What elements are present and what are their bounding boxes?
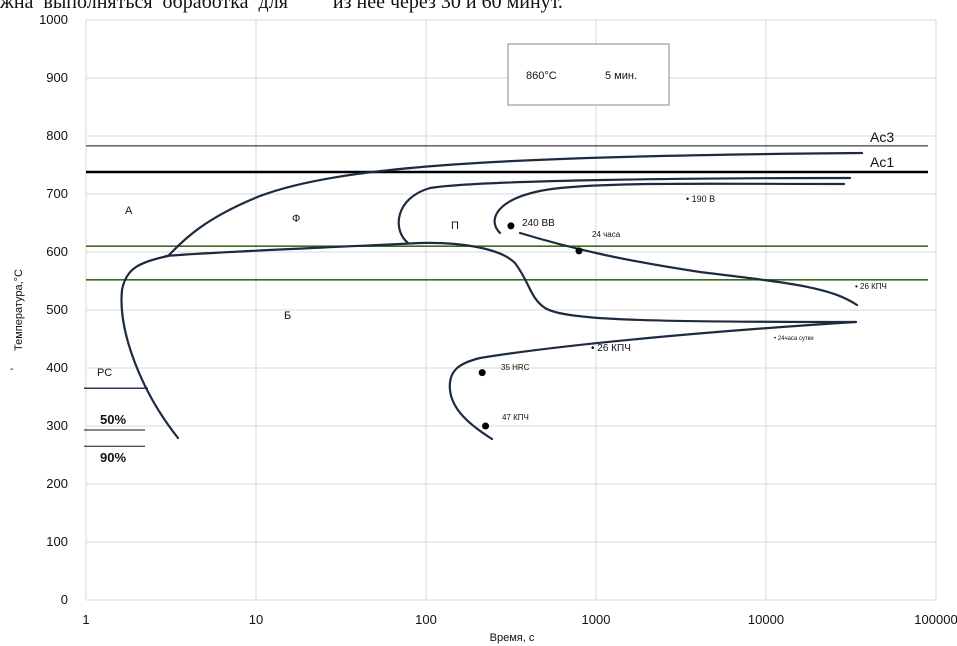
region-label: А [125,205,133,217]
x-tick-label: 100000 [914,612,957,627]
y-tick-label: 900 [46,70,68,85]
reference-lines [84,145,928,447]
y-axis-label: Температура,°С [13,269,25,351]
x-tick-label: 10 [249,612,263,627]
y-tick-label: 0 [61,592,68,607]
data-points [478,222,583,430]
x-tick-label: 1000 [582,612,611,627]
y-tick-label: 800 [46,128,68,143]
legend-time: 5 мин. [605,70,637,82]
axis-ticks: 0 100 200 300 400 500 600 700 800 900 1000 1 10 100 10… [39,12,957,627]
data-point-label: 24 часа [592,230,621,239]
x-axis-label: Время, с [490,632,535,644]
data-point [478,369,486,377]
pearlite-start-curve [397,176,852,245]
y-tick-label: 600 [46,244,68,259]
data-point [575,247,583,255]
data-point-label: 47 КПЧ [502,413,529,422]
ms-90-label: 90% [100,450,126,465]
bainite-start-curve [164,241,858,324]
y-tick-label: 1000 [39,12,68,27]
ms-start-label: РС [97,367,112,379]
x-tick-label: 10000 [748,612,784,627]
data-point-label: 35 HRC [501,363,530,372]
x-tick-label: 100 [415,612,437,627]
y-tick-label: 100 [46,534,68,549]
region-label: Ф [292,213,300,225]
x-tick-label: 1 [82,612,89,627]
y-tick-label: 700 [46,186,68,201]
upper-finish-curve [518,231,859,307]
data-point [482,422,490,430]
y-tick-label: 200 [46,476,68,491]
y-tick-label: 300 [46,418,68,433]
legend-box [507,43,670,106]
ferrite-start-curve [120,151,864,440]
side-annotation: • 190 В [686,194,715,204]
page-header-fragment: жна выполняться обработка для из нее чер… [0,0,563,13]
side-annotation: • 26 КПЧ [855,282,887,291]
data-point-label: 240 ВВ [522,218,555,229]
ac3-label: Ac3 [870,129,894,145]
lower-finish-curve [448,320,857,441]
y-tick-label: 500 [46,302,68,317]
ms-50-label: 50% [100,412,126,427]
ac1-label: Ac1 [870,154,894,170]
region-label: Б [284,310,291,322]
side-annotation: • 26 КПЧ [591,343,631,354]
annotations: Ac3 Ac1 РС 50% 90% 240 ВВ 24 часа 35 HRC 47 КПЧ А… [97,129,894,465]
data-point [507,222,515,230]
y-tick-label: 400 [46,360,68,375]
region-label: П [451,220,459,232]
pearlite-finish-curve [493,182,846,235]
legend-temperature: 860°С [526,70,557,82]
transformation-curves [120,151,864,441]
side-annotation: • 24часа сутки [774,336,814,342]
y-axis-stray-mark: - [10,363,14,375]
